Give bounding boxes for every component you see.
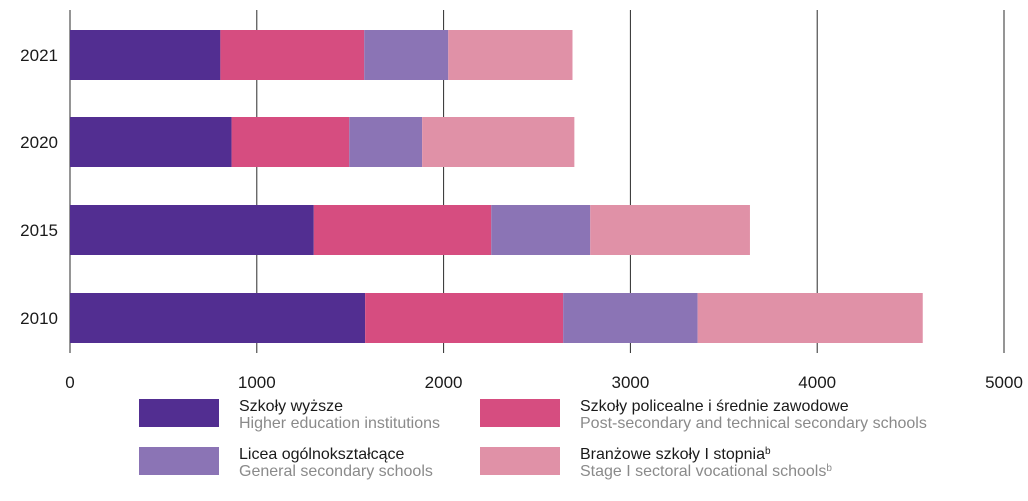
bar-segment [349, 117, 423, 167]
bar-segment [697, 293, 923, 343]
bar-segment [70, 205, 314, 255]
bars [70, 30, 923, 343]
bar-segment [365, 293, 564, 343]
y-axis-tick-labels: 2021 2020 2015 2010 [20, 46, 58, 328]
y-tick-label: 2021 [20, 46, 58, 65]
x-tick-label: 4000 [798, 373, 836, 392]
x-tick-label: 0 [65, 373, 74, 392]
bar-segment [220, 30, 365, 80]
bar-segment [364, 30, 449, 80]
y-tick-label: 2015 [20, 221, 58, 240]
bar-segment [313, 205, 492, 255]
bar-segment [491, 205, 591, 255]
bar-segment [590, 205, 750, 255]
x-tick-label: 5000 [985, 373, 1023, 392]
bar-segment [70, 293, 366, 343]
bar-segment [448, 30, 573, 80]
y-tick-label: 2020 [20, 133, 58, 152]
x-axis-tick-labels: 0 1000 2000 3000 4000 5000 [65, 373, 1023, 392]
bar-segment [422, 117, 575, 167]
bar-segment [231, 117, 350, 167]
x-tick-label: 2000 [425, 373, 463, 392]
bar-segment [70, 117, 232, 167]
x-tick-label: 3000 [611, 373, 649, 392]
bar-segment [70, 30, 221, 80]
bar-segment [563, 293, 698, 343]
x-tick-label: 1000 [238, 373, 276, 392]
y-tick-label: 2010 [20, 309, 58, 328]
